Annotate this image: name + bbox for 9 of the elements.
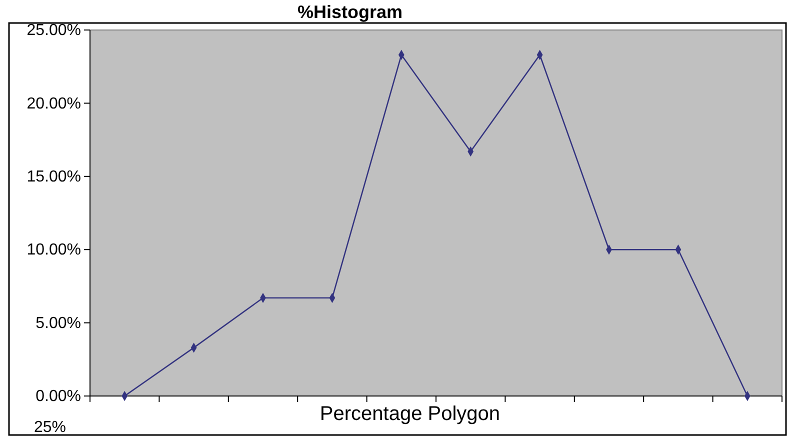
y-tick-label: 25.00% [26, 22, 81, 40]
y-tick-label: 0.00% [36, 388, 81, 406]
y-tick-label: 15.00% [26, 168, 81, 186]
x-axis-title: Percentage Polygon [320, 403, 500, 425]
y-tick-label: 10.00% [26, 242, 81, 259]
y-tick-label: 20.00% [26, 95, 81, 112]
chart-title: %Histogram [297, 2, 403, 22]
y-tick-label: 5.00% [36, 314, 81, 332]
text: 25% [34, 419, 66, 436]
